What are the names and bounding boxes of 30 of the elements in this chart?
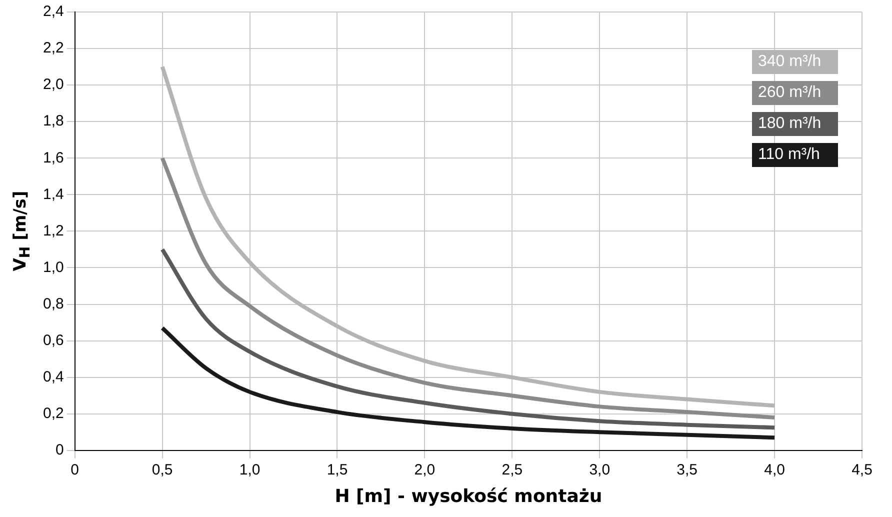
y-tick-label: 0: [56, 442, 64, 459]
y-tick-label: 0,8: [42, 295, 64, 312]
y-tick-label: 2,0: [42, 76, 64, 94]
y-tick-label: 1,0: [42, 258, 64, 276]
y-tick-label: 1,2: [42, 222, 64, 240]
line-series: [160, 247, 777, 430]
x-tick-label: 2,0: [414, 462, 436, 479]
text: 260 m³/h: [752, 81, 838, 105]
x-tick-label: 0: [70, 462, 80, 479]
x-tick-label: 2,5: [502, 462, 523, 479]
text: 340 m³/h: [752, 50, 838, 74]
y-tick-label: 1,6: [42, 149, 64, 166]
line-series: [160, 326, 777, 440]
x-tick-label: 1,0: [239, 462, 260, 479]
x-tick-label: 4,0: [764, 462, 785, 479]
x-tick-label: 0,5: [152, 462, 173, 479]
x-axis-title: H [m] - wysokość montażu: [334, 486, 602, 507]
y-tick-label: 1,8: [42, 112, 64, 130]
y-tick-label: 0,2: [42, 405, 64, 422]
y-tick-label: 2,4: [42, 3, 64, 20]
y-tick-label: 1,4: [42, 186, 64, 203]
x-tick-label: 1,5: [326, 462, 348, 479]
x-tick-label: 4,5: [852, 462, 872, 479]
x-tick-label: 3,5: [676, 462, 698, 479]
x-tick-label: 3,0: [589, 462, 610, 479]
text: 180 m³/h: [752, 112, 838, 136]
text: 110 m³/h: [752, 143, 838, 167]
y-tick-label: 2,2: [42, 40, 64, 57]
y-tick-label: 0,6: [42, 332, 64, 349]
y-tick-label: 0,4: [42, 368, 64, 386]
